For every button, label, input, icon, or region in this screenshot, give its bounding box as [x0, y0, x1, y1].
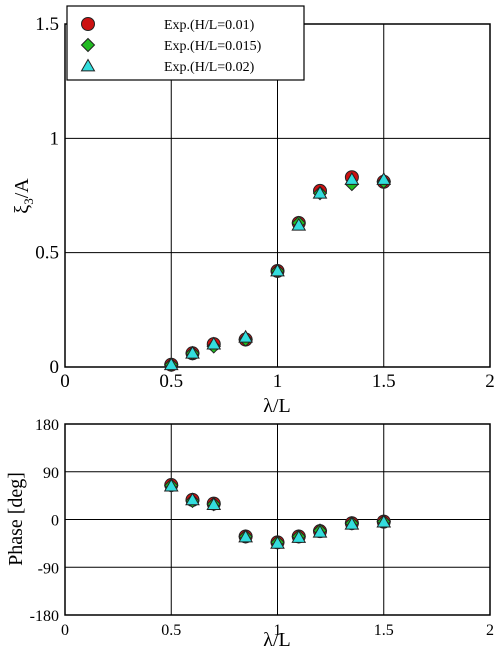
data-point-series-3	[206, 336, 222, 350]
amplitude-grid	[65, 24, 490, 367]
x-tick-label: 0	[60, 371, 70, 392]
x-tick-label: 0	[61, 622, 69, 639]
x-tick-label: 1	[273, 371, 283, 392]
data-point-series-3	[291, 217, 307, 231]
data-point-series-3	[238, 529, 253, 543]
legend-entry-label: Exp.(H/L=0.015)	[164, 39, 262, 54]
phase-chart: 0 0.5 1 1.5 2 -180 -90 0 90 180 λ/L Phase [deg]	[5, 417, 494, 651]
x-tick-label: 0.5	[161, 622, 181, 639]
y-tick-label: 90	[43, 465, 59, 482]
legend-marker-triangle	[80, 58, 96, 72]
data-point-series-3	[163, 478, 179, 492]
x-tick-label: 1	[274, 622, 282, 639]
phase-grid	[65, 424, 490, 615]
amplitude-chart: 0 0.5 1 1.5 2 0 0.5 1 1.5 λ/L ξ3/A Exp.(H/L=0.01…	[11, 5, 495, 417]
legend-entry-label: Exp.(H/L=0.01)	[164, 18, 255, 33]
data-point-series-3	[206, 497, 222, 511]
legend-entry-label: Exp.(H/L=0.02)	[164, 60, 255, 75]
legend-marker-diamond	[80, 37, 96, 53]
y-tick-label: -180	[30, 608, 59, 625]
data-point-series-3	[163, 357, 179, 371]
data-point-series-3	[291, 530, 307, 543]
data-point-series-3	[185, 492, 200, 506]
data-point-series-3	[270, 263, 285, 277]
data-point-series-3	[312, 185, 328, 199]
y-label-tail: /A	[11, 178, 33, 199]
phase-y-axis-label: Phase [deg]	[5, 472, 27, 566]
data-point-series-3	[312, 524, 328, 538]
data-point-series-3	[270, 535, 285, 549]
amplitude-y-axis-label: ξ3/A	[11, 178, 36, 214]
legend-marker-circle	[81, 17, 95, 31]
y-tick-label: 0.5	[35, 243, 59, 264]
amplitude-tick-labels: 0 0.5 1 1.5 2 0 0.5 1 1.5	[35, 14, 495, 392]
phase-y-axis-label-group: Phase [deg]	[5, 472, 27, 566]
y-tick-label: 0	[51, 513, 59, 530]
phase-x-axis-label: λ/L	[263, 629, 290, 651]
x-tick-label: 1.5	[372, 371, 396, 392]
data-point-series-3	[344, 171, 360, 185]
phase-plot-frame	[64, 423, 491, 616]
x-tick-label: 2	[486, 622, 494, 639]
data-point-series-3	[376, 514, 392, 528]
data-point-series-3	[238, 329, 253, 343]
phase-data-points	[163, 478, 392, 550]
svg-text:ξ3/A: ξ3/A	[11, 178, 36, 214]
y-label-symbol: ξ	[11, 205, 33, 214]
data-point-series-3	[376, 171, 392, 185]
data-point-series-3	[344, 516, 360, 530]
amplitude-data-points	[163, 170, 392, 372]
legend: Exp.(H/L=0.01) Exp.(H/L=0.015) Exp.(H/L=0.…	[66, 5, 305, 81]
phase-tick-labels: 0 0.5 1 1.5 2 -180 -90 0 90 180	[30, 417, 494, 639]
y-tick-label: -90	[38, 560, 59, 577]
y-label-subscript: 3	[21, 198, 36, 205]
x-tick-label: 0.5	[159, 371, 183, 392]
legend-box	[66, 5, 305, 81]
x-tick-label: 2	[485, 371, 495, 392]
data-point-series-3	[185, 345, 200, 359]
amplitude-x-axis-label: λ/L	[263, 395, 290, 417]
y-tick-label: 1	[50, 128, 60, 149]
y-tick-label: 180	[35, 417, 59, 434]
x-tick-label: 1.5	[374, 622, 394, 639]
y-tick-label: 1.5	[35, 14, 59, 35]
y-tick-label: 0	[50, 357, 60, 378]
